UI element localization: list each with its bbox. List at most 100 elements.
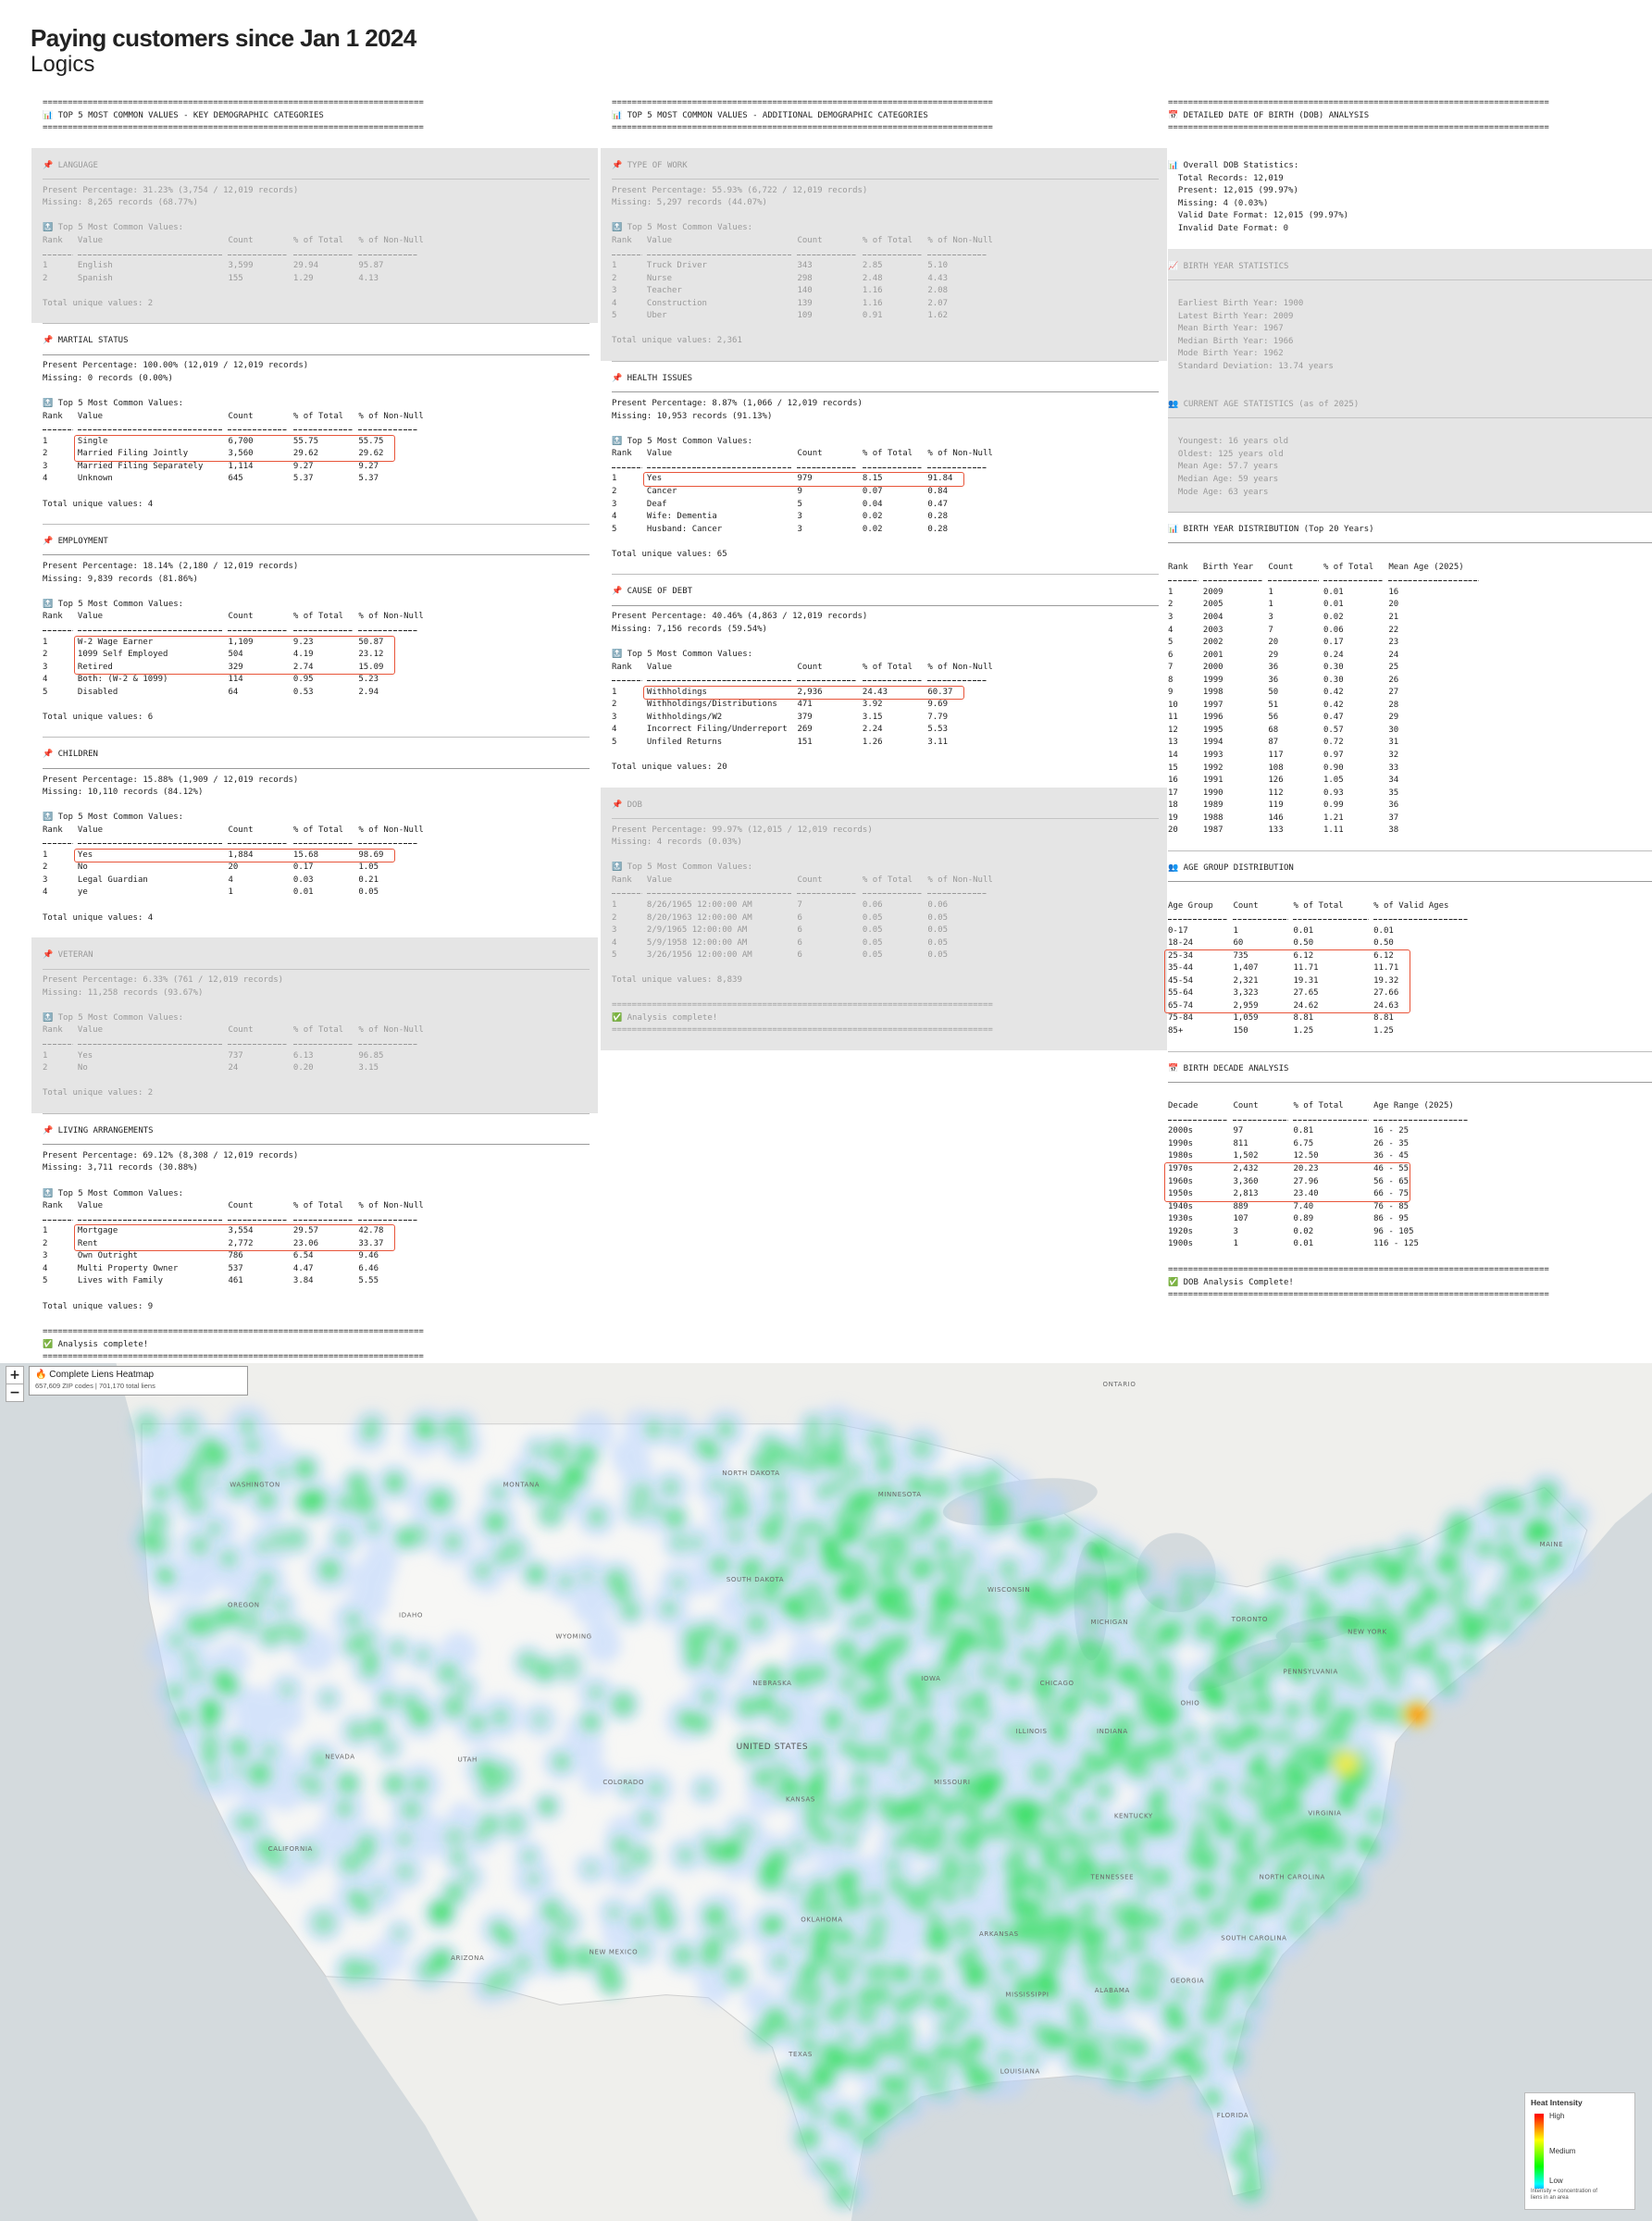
table-cell: 1,407 xyxy=(1233,963,1259,974)
heat-halo-spot xyxy=(855,1866,887,1896)
table-row: 10 1997 51 0.42 28 xyxy=(1168,700,1652,713)
heat-spot xyxy=(1040,1923,1059,1942)
heat-halo-spot xyxy=(215,1642,250,1678)
heat-spot xyxy=(1229,1959,1248,1977)
header-underline xyxy=(43,837,590,850)
heat-spot xyxy=(927,1605,945,1623)
table-cell: 75-84 xyxy=(1168,1013,1194,1024)
table-caption: 🔝 Top 5 Most Common Values: xyxy=(43,399,184,409)
header-cell: % of Non-Null xyxy=(358,236,424,246)
heat-spot xyxy=(1124,1932,1147,1955)
dash xyxy=(43,629,73,631)
table-cell: 0.05 xyxy=(927,937,949,948)
spacer xyxy=(1168,1088,1652,1101)
table-row: 5 Husband: Cancer 3 0.02 0.28 xyxy=(612,524,1159,537)
dash xyxy=(1293,1119,1369,1121)
heat-spot xyxy=(855,1939,869,1953)
table-cell: 24.63 xyxy=(1373,1000,1399,1011)
heat-spot xyxy=(883,1636,896,1649)
heat-spot xyxy=(1067,1653,1083,1668)
heat-spot xyxy=(363,1417,381,1436)
heat-spot xyxy=(896,2095,913,2112)
header-cell: Count xyxy=(1268,562,1294,572)
table-cell: 1 xyxy=(43,1226,48,1236)
table-cell: 37 xyxy=(1388,813,1399,823)
heat-spot xyxy=(857,1990,873,2005)
dash-cell xyxy=(1168,574,1203,587)
header-cell: % of Total xyxy=(292,236,344,246)
heat-spot xyxy=(1062,1692,1081,1710)
heat-spot xyxy=(1348,1554,1369,1575)
heat-spot xyxy=(1197,1573,1220,1596)
heat-spot xyxy=(1035,1658,1050,1673)
table-cell: 1 xyxy=(43,637,48,647)
table-row: 18-24 60 0.50 0.50 xyxy=(1168,937,1652,950)
heat-spot xyxy=(1014,1974,1035,1994)
heat-spot xyxy=(968,1832,984,1848)
table-cell: 11.71 xyxy=(1293,963,1319,974)
heat-spot xyxy=(412,1777,428,1793)
table-row: 1 Withholdings 2,936 24.43 60.37 xyxy=(612,687,1159,700)
heat-spot xyxy=(1129,1814,1146,1830)
table-caption: 🔝 Top 5 Most Common Values: xyxy=(43,599,184,609)
table-cell: Married Filing Separately xyxy=(77,461,204,471)
heat-spot xyxy=(791,2081,816,2106)
table-cell: 150 xyxy=(1233,1026,1248,1036)
heat-spot xyxy=(451,1851,465,1865)
heat-spot xyxy=(956,1673,968,1686)
column-title: 📅 DETAILED DATE OF BIRTH (DOB) ANALYSIS xyxy=(1168,110,1370,120)
table-header-row: Rank Value Count% of Total% of Non-Null xyxy=(43,611,590,624)
table-cell: Both: (W-2 & 1099) xyxy=(77,675,168,685)
map-label: SOUTH CAROLINA xyxy=(1221,1934,1286,1942)
rule-text: ========================================… xyxy=(612,1000,993,1011)
table-cell: 15 xyxy=(1168,763,1178,773)
table-cell: Married Filing Jointly xyxy=(77,449,189,459)
heat-spot xyxy=(202,1437,217,1452)
section-title: 👥 AGE GROUP DISTRIBUTION xyxy=(1168,862,1294,873)
section-title: 📌 HEALTH ISSUES xyxy=(612,374,693,384)
heat-spot xyxy=(772,1954,788,1970)
dash-cell xyxy=(228,624,292,637)
heat-spot xyxy=(1396,1614,1413,1632)
heat-spot xyxy=(1292,1655,1313,1676)
heat-spot xyxy=(1538,1563,1552,1578)
zoom-in-button[interactable]: + xyxy=(6,1366,24,1384)
table-cell: 109 xyxy=(797,311,813,321)
section-title: 📌 MARTIAL STATUS xyxy=(43,336,129,346)
map-label: MAINE xyxy=(1540,1541,1564,1548)
heat-spot xyxy=(1224,1669,1243,1687)
spacer xyxy=(612,423,1159,436)
heat-spot xyxy=(738,1697,758,1718)
heat-spot xyxy=(1085,2040,1099,2054)
heat-spot xyxy=(959,1474,978,1494)
table-row: 20 1987 133 1.11 38 xyxy=(1168,825,1652,838)
table-cell: 2.85 xyxy=(862,261,883,271)
table-row: 12 1995 68 0.57 30 xyxy=(1168,725,1652,738)
heat-spot xyxy=(910,1751,927,1768)
heat-spot xyxy=(384,1773,405,1794)
header-underline xyxy=(1168,1113,1652,1126)
heat-halo-spot xyxy=(742,1983,776,2016)
table-cell: 1,114 xyxy=(228,461,254,471)
table-row: 1 Yes 979 8.15 91.84 xyxy=(612,473,1159,486)
heat-spot xyxy=(183,1650,195,1662)
heat-spot xyxy=(762,1743,775,1756)
heat-spot xyxy=(1233,1684,1247,1698)
heat-spot xyxy=(1239,1823,1260,1843)
heat-spot xyxy=(753,2024,774,2045)
heat-spot xyxy=(1093,1688,1112,1707)
map-label: OREGON xyxy=(228,1602,260,1609)
table-cell: 0.01 xyxy=(1293,925,1314,936)
heat-spot xyxy=(867,1891,883,1906)
present-line: Present Percentage: 15.88% (1,909 / 12,0… xyxy=(43,775,299,785)
heat-spot xyxy=(868,1915,888,1935)
zoom-out-button[interactable]: − xyxy=(6,1383,24,1402)
table-cell: 60 xyxy=(1233,938,1244,949)
heat-spot xyxy=(581,1712,601,1732)
dash-cell xyxy=(1373,912,1473,925)
heat-spot xyxy=(385,1473,404,1493)
table-cell: 68 xyxy=(1268,725,1279,735)
heat-spot xyxy=(1091,1954,1104,1967)
header-cell: % of Non-Null xyxy=(358,1025,424,1036)
page-title: Paying customers since Jan 1 2024 xyxy=(31,24,416,52)
